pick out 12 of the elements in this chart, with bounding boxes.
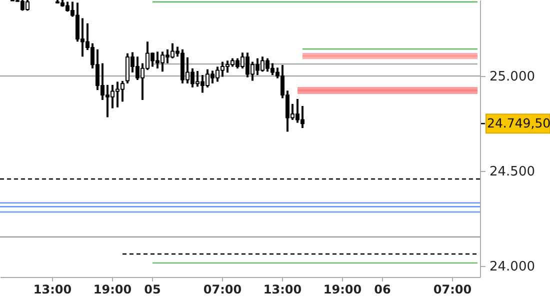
y-tick-label: 24.000 — [490, 259, 535, 274]
x-tick-label: 19:00 — [323, 282, 362, 296]
x-tick-label: 13:00 — [263, 282, 302, 296]
x-tick-label: 19:00 — [93, 282, 132, 296]
y-tick-label: 25.000 — [490, 69, 535, 84]
text: 24.749,50 — [487, 116, 550, 131]
x-tick-label: 07:00 — [433, 282, 472, 296]
x-tick-label: 05 — [144, 282, 161, 296]
y-tick-label: 24.500 — [490, 164, 535, 180]
x-tick-label: 07:00 — [203, 282, 242, 296]
x-tick-label: 13:00 — [33, 282, 72, 296]
x-tick-label: 06 — [374, 282, 391, 296]
